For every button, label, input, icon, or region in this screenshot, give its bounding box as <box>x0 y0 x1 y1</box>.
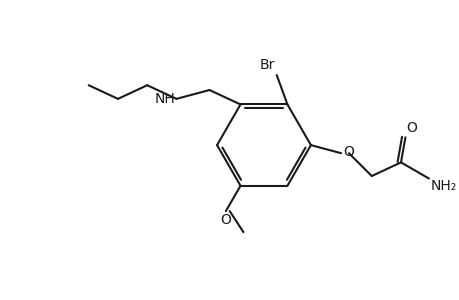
Text: O: O <box>405 122 416 135</box>
Text: NH: NH <box>154 92 175 106</box>
Text: NH₂: NH₂ <box>430 179 456 194</box>
Text: O: O <box>220 213 231 227</box>
Text: O: O <box>342 145 353 159</box>
Text: Br: Br <box>259 58 274 72</box>
